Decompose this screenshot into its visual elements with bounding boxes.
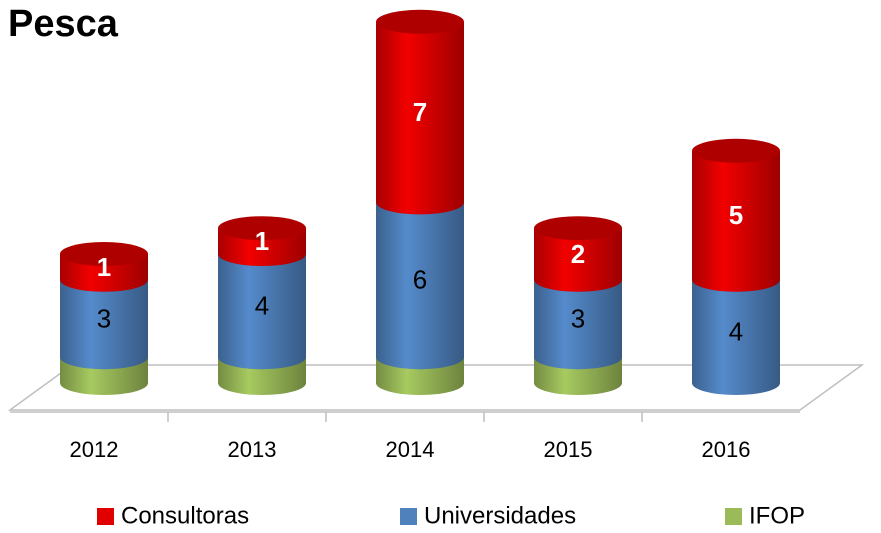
data-label: 5: [729, 200, 743, 230]
data-label: 4: [255, 290, 269, 320]
data-label: 3: [571, 303, 585, 333]
cylinder-body: [534, 279, 622, 370]
cylinder-segment: [534, 216, 622, 292]
cylinder-body: [534, 228, 622, 292]
cylinder-top: [218, 216, 306, 241]
legend-swatch: [725, 508, 742, 525]
data-label: 7: [413, 97, 427, 127]
cylinder-top: [60, 242, 148, 266]
legend-label: IFOP: [749, 502, 805, 529]
cylinder-top: [376, 9, 464, 34]
chart-title: Pesca: [8, 3, 119, 45]
x-tick-label: 2015: [544, 437, 593, 462]
data-label: 2: [571, 239, 585, 269]
cylinder-segment: [60, 242, 148, 292]
cylinder-segment: [692, 138, 780, 292]
x-tick-label: 2012: [70, 437, 119, 462]
cylinder-body: [692, 150, 780, 292]
legend-swatch: [400, 508, 417, 525]
cylinder-body: [60, 279, 148, 370]
cylinder-body: [692, 279, 780, 395]
legend-swatch: [97, 508, 114, 525]
data-label: 4: [729, 316, 743, 346]
data-label: 1: [97, 252, 111, 282]
x-tick-label: 2013: [228, 437, 277, 462]
cylinder-top: [692, 138, 780, 163]
x-tick-label: 2014: [386, 437, 435, 462]
cylinder-body: [376, 202, 465, 370]
cylinder-body: [218, 254, 306, 370]
cylinder-top: [534, 216, 622, 241]
cylinder-segment: [218, 216, 306, 266]
data-label: 3: [97, 303, 111, 333]
cylinder-segment: [376, 9, 465, 215]
data-label: 6: [413, 265, 427, 295]
legend-label: Universidades: [424, 502, 576, 529]
cylinder-body: [376, 21, 465, 215]
data-label: 1: [255, 226, 269, 256]
x-tick-label: 2016: [702, 437, 751, 462]
legend-label: Consultoras: [121, 502, 249, 529]
